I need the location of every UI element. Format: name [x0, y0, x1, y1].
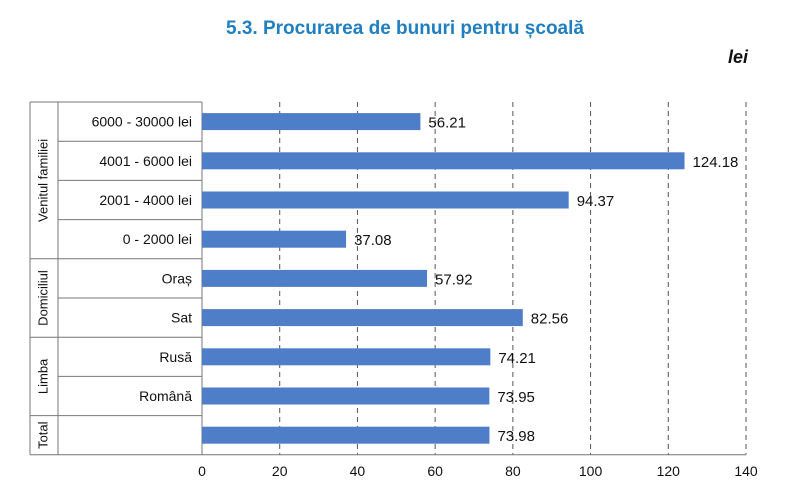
- category-label: Română: [139, 388, 192, 404]
- data-label: 74.21: [498, 350, 536, 367]
- bar: [202, 152, 685, 170]
- data-label: 94.37: [577, 193, 615, 210]
- x-tick-label: 80: [505, 463, 521, 479]
- bar: [202, 269, 428, 287]
- bar: [202, 230, 347, 248]
- x-tick-label: 120: [657, 463, 681, 479]
- chart-title: 5.3. Procurarea de bunuri pentru școală: [226, 18, 584, 39]
- category-label: Sat: [171, 310, 192, 326]
- data-label: 124.18: [693, 154, 739, 171]
- category-label: Rusă: [159, 349, 192, 365]
- group-label: Domiciliul: [35, 270, 50, 326]
- data-label: 37.08: [354, 232, 392, 249]
- group-label: Total: [35, 421, 50, 449]
- data-label: 73.98: [497, 428, 535, 445]
- data-label: 56.21: [428, 115, 466, 132]
- x-tick-label: 60: [427, 463, 443, 479]
- category-label: 2001 - 4000 lei: [99, 192, 192, 208]
- group-label: Venitul familiei: [35, 139, 50, 222]
- data-label: 57.92: [435, 271, 473, 288]
- category-label: 6000 - 30000 lei: [92, 114, 192, 130]
- x-tick-label: 40: [350, 463, 366, 479]
- x-tick-label: 0: [198, 463, 206, 479]
- x-tick-label: 140: [734, 463, 758, 479]
- bar: [202, 387, 490, 405]
- bar: [202, 113, 421, 131]
- category-label: 4001 - 6000 lei: [99, 153, 192, 169]
- bar: [202, 191, 569, 209]
- group-label: Limba: [35, 358, 50, 394]
- category-label: 0 - 2000 lei: [123, 231, 192, 247]
- bar: [202, 426, 490, 444]
- unit-label: lei: [727, 47, 748, 67]
- bar: [202, 309, 523, 327]
- data-label: 73.95: [497, 389, 535, 406]
- x-tick-label: 20: [272, 463, 288, 479]
- x-tick-label: 100: [579, 463, 603, 479]
- category-label: Oraș: [162, 270, 192, 286]
- data-label: 82.56: [531, 311, 569, 328]
- bar: [202, 348, 491, 366]
